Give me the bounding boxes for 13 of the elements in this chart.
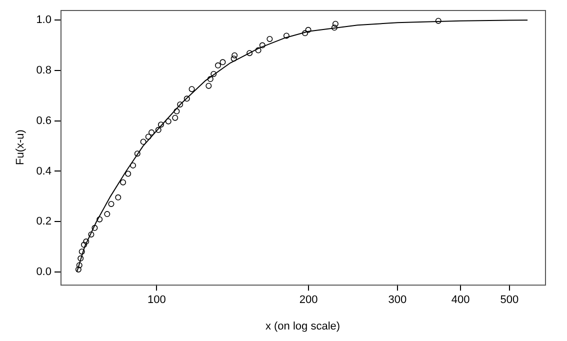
y-tick-label: 0.0 (36, 266, 52, 278)
x-tick-label: 200 (299, 294, 318, 306)
y-tick-label: 0.8 (36, 64, 52, 76)
y-tick-label: 0.4 (36, 165, 52, 178)
x-tick-label: 400 (451, 294, 470, 306)
x-tick-label: 500 (500, 294, 519, 306)
y-tick-label: 1.0 (36, 14, 52, 26)
y-axis-title: Fu(x-u) (14, 130, 27, 166)
x-axis-title: x (on log scale) (265, 320, 340, 332)
y-tick-label: 0.6 (36, 114, 52, 127)
y-tick-label: 0.2 (36, 216, 52, 228)
x-tick-label: 300 (388, 294, 407, 306)
x-tick-label: 100 (147, 294, 166, 306)
